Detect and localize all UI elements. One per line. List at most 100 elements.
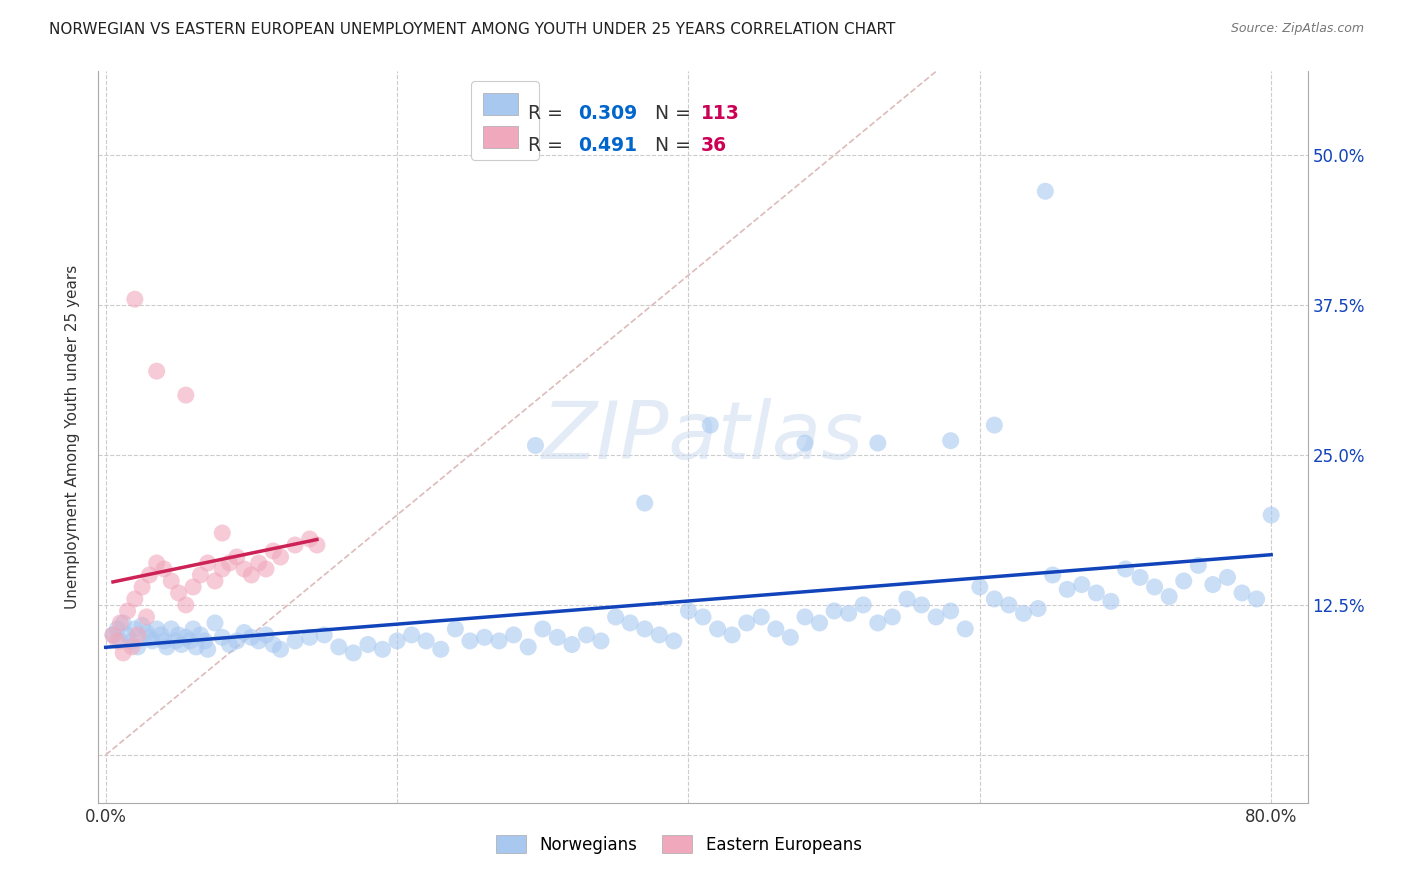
Point	[284, 538, 307, 552]
Point	[939, 604, 962, 618]
Point	[1033, 184, 1056, 198]
Text: Source: ZipAtlas.com: Source: ZipAtlas.com	[1230, 22, 1364, 36]
Point	[823, 604, 845, 618]
Point	[305, 538, 328, 552]
Point	[648, 628, 671, 642]
Point	[110, 634, 132, 648]
Point	[225, 549, 247, 564]
Point	[575, 628, 598, 642]
Point	[138, 630, 160, 644]
Point	[838, 607, 860, 621]
Point	[240, 568, 263, 582]
Point	[298, 630, 321, 644]
Point	[101, 628, 124, 642]
Point	[174, 630, 197, 644]
Point	[179, 634, 201, 648]
Point	[204, 615, 226, 630]
Point	[1056, 582, 1078, 597]
Point	[882, 610, 904, 624]
Point	[983, 418, 1005, 433]
Point	[110, 615, 132, 630]
Point	[254, 628, 277, 642]
Point	[284, 634, 307, 648]
Point	[939, 434, 962, 448]
Point	[160, 622, 183, 636]
Point	[124, 622, 146, 636]
Point	[925, 610, 948, 624]
Point	[181, 622, 204, 636]
Y-axis label: Unemployment Among Youth under 25 years: Unemployment Among Youth under 25 years	[65, 265, 80, 609]
Point	[692, 610, 714, 624]
Point	[211, 630, 233, 644]
Text: 0.491: 0.491	[578, 136, 637, 155]
Point	[619, 615, 641, 630]
Point	[605, 610, 627, 624]
Point	[662, 634, 685, 648]
Point	[204, 574, 226, 588]
Point	[1260, 508, 1282, 522]
Point	[721, 628, 744, 642]
Text: 36: 36	[700, 136, 727, 155]
Point	[385, 634, 408, 648]
Point	[1246, 591, 1268, 606]
Point	[779, 630, 801, 644]
Point	[1026, 601, 1049, 615]
Text: NORWEGIAN VS EASTERN EUROPEAN UNEMPLOYMENT AMONG YOUTH UNDER 25 YEARS CORRELATIO: NORWEGIAN VS EASTERN EUROPEAN UNEMPLOYME…	[49, 22, 896, 37]
Point	[866, 615, 889, 630]
Point	[706, 622, 728, 636]
Point	[328, 640, 350, 654]
Point	[561, 638, 583, 652]
Point	[1085, 586, 1108, 600]
Point	[794, 436, 817, 450]
Text: N =: N =	[643, 104, 696, 123]
Point	[233, 562, 256, 576]
Point	[138, 568, 160, 582]
Point	[298, 532, 321, 546]
Point	[121, 634, 143, 648]
Point	[1173, 574, 1195, 588]
Point	[124, 292, 146, 306]
Point	[141, 634, 163, 648]
Text: 113: 113	[700, 104, 740, 123]
Point	[589, 634, 612, 648]
Point	[190, 628, 212, 642]
Point	[1114, 562, 1136, 576]
Point	[517, 640, 540, 654]
Point	[314, 628, 336, 642]
Point	[1042, 568, 1064, 582]
Point	[153, 562, 176, 576]
Point	[531, 622, 554, 636]
Legend: Norwegians, Eastern Europeans: Norwegians, Eastern Europeans	[489, 829, 869, 860]
Point	[910, 598, 932, 612]
Point	[233, 625, 256, 640]
Point	[131, 618, 153, 632]
Point	[896, 591, 918, 606]
Point	[174, 598, 197, 612]
Point	[1230, 586, 1253, 600]
Point	[211, 562, 233, 576]
Point	[765, 622, 787, 636]
Point	[1099, 594, 1122, 608]
Text: ZIPatlas: ZIPatlas	[541, 398, 865, 476]
Point	[150, 628, 173, 642]
Point	[211, 526, 233, 541]
Text: N =: N =	[643, 136, 696, 155]
Point	[983, 591, 1005, 606]
Point	[401, 628, 423, 642]
Point	[699, 418, 721, 433]
Point	[218, 556, 240, 570]
Point	[1012, 607, 1035, 621]
Point	[197, 556, 219, 570]
Point	[156, 640, 179, 654]
Point	[117, 628, 139, 642]
Point	[254, 562, 277, 576]
Point	[135, 625, 157, 640]
Point	[1187, 558, 1209, 573]
Point	[197, 642, 219, 657]
Point	[1143, 580, 1166, 594]
Point	[634, 622, 657, 636]
Point	[170, 638, 193, 652]
Point	[808, 615, 831, 630]
Point	[429, 642, 451, 657]
Point	[270, 642, 292, 657]
